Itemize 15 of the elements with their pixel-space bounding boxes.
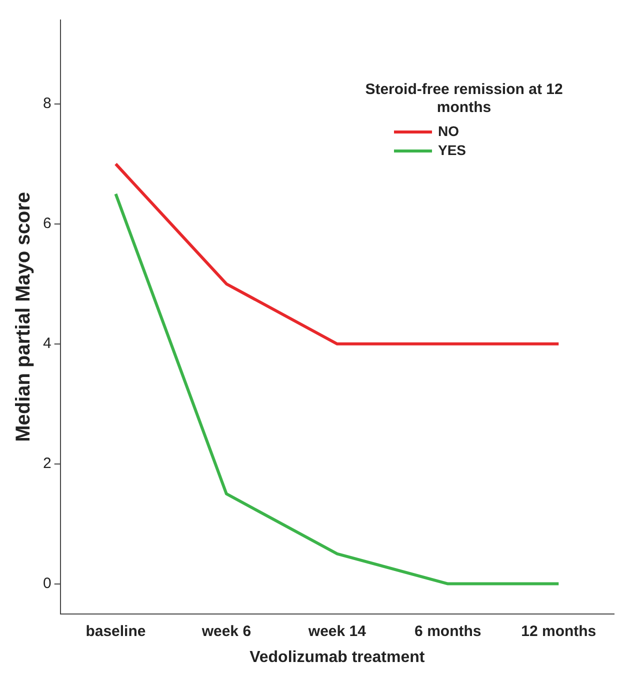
y-tick-label: 6 <box>43 215 52 232</box>
legend-label: YES <box>438 142 466 158</box>
y-axis-title: Median partial Mayo score <box>12 192 35 442</box>
y-tick-label: 2 <box>43 454 52 472</box>
y-tick-label: 8 <box>43 95 52 112</box>
y-tick-label: 0 <box>43 574 52 592</box>
x-tick-label: baseline <box>86 622 146 640</box>
legend-title: Steroid-free remission at 12 months <box>365 81 563 116</box>
x-tick-label: 6 months <box>414 622 482 640</box>
x-axis-title: Vedolizumab treatment <box>250 648 426 666</box>
x-tick-label: week 6 <box>200 622 252 640</box>
legend-label: NO <box>438 122 460 139</box>
y-tick-label: 4 <box>43 335 52 352</box>
x-tick-label: 12 months <box>521 622 596 640</box>
x-tick-label: week 14 <box>307 622 367 640</box>
